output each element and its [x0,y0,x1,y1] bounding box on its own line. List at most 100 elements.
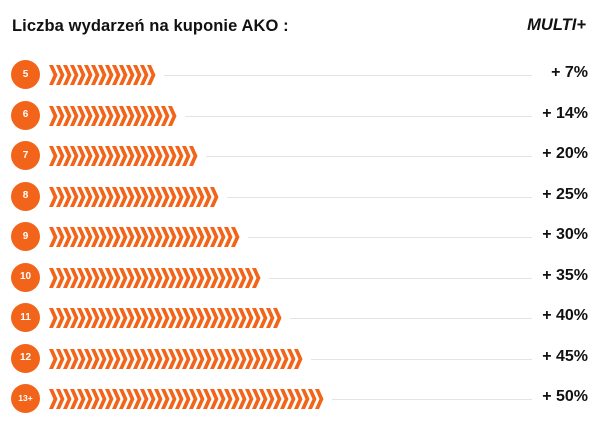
chevron-arrows-icon [49,348,303,369]
chevron-arrow [133,105,142,126]
chevron-arrow [140,267,149,288]
chevron-arrow [91,227,100,247]
chevron-arrow [140,227,149,247]
chevron-arrow [126,227,135,247]
chevron-arrow [70,267,79,288]
chevron-arrow [84,186,93,207]
chevron-arrow [84,146,93,166]
bonus-percent: + 35% [542,266,588,284]
chevron-arrow [266,389,275,409]
chevron-arrow [56,348,65,369]
chevron-arrow [140,308,149,328]
chevron-arrow [140,65,149,85]
chevron-arrow [98,146,107,166]
chevron-arrow [301,389,310,409]
chevron-arrow [63,186,72,207]
divider-line [226,196,532,198]
divider-line [205,156,532,157]
divider-line [310,358,532,360]
chevron-arrow [203,348,212,369]
divider-line [268,277,532,279]
chevron-arrow [119,186,128,207]
chevron-arrow [49,65,58,85]
chevron-arrow [140,146,149,166]
chevron-progress-bar [49,348,303,369]
chevron-arrows-icon [49,186,219,207]
chevron-progress-bar [49,186,219,207]
chevron-arrow [98,267,107,288]
chevron-arrow [56,105,65,126]
chevron-arrow [77,308,86,328]
chevron-arrow [252,348,261,369]
chevron-arrow [133,308,142,328]
chevron-arrow [112,308,121,328]
chevron-arrows-icon [49,308,282,328]
chevron-arrow [189,227,198,247]
chevron-arrow [119,105,128,126]
divider-line [331,399,532,400]
chevron-arrow [77,389,86,409]
chevron-arrows-icon [49,227,240,247]
bonus-percent: + 50% [542,388,588,405]
page-title: Liczba wydarzeń na kuponie AKO : [12,17,289,35]
chevron-arrow [126,65,135,85]
bonus-row: 9 + 30% [0,217,600,257]
chevron-arrow [84,308,93,328]
chevron-arrow [140,186,149,207]
chevron-arrow [112,186,121,207]
chevron-arrow [154,227,163,247]
chevron-arrow [91,65,100,85]
chevron-arrows-icon [49,105,177,126]
chevron-arrow [147,267,156,288]
chevron-arrow [210,348,219,369]
chevron-arrow [70,227,79,247]
chevron-arrow [126,267,135,288]
chevron-arrow [273,348,282,369]
event-count-badge: 12 [11,343,40,373]
chevron-arrow [63,308,72,328]
chevron-arrow [77,267,86,288]
chevron-arrow [56,186,65,207]
chevron-arrow [105,267,114,288]
chevron-arrow [84,105,93,126]
chevron-arrow [168,105,177,126]
event-count-badge: 9 [11,222,40,251]
chevron-arrow [133,348,142,369]
chevron-arrow [98,308,107,328]
chevron-progress-bar [49,146,198,166]
chevron-arrow [210,267,219,288]
chevron-arrow [140,389,149,409]
event-count-badge: 10 [11,262,40,292]
event-count-badge: 8 [11,181,40,211]
chevron-arrow [294,348,303,369]
chevron-arrow [133,389,142,409]
chevron-arrow [161,146,170,166]
chevron-arrow [231,389,240,409]
chevron-arrow [91,348,100,369]
chevron-arrow [91,146,100,166]
chevron-arrow [189,348,198,369]
chevron-arrow [63,227,72,247]
chevron-arrow [98,65,107,85]
chevron-arrow [126,389,135,409]
chevron-arrow [112,227,121,247]
chevron-arrow [175,267,184,288]
chevron-arrow [154,105,163,126]
chevron-arrow [70,146,79,166]
bonus-percent: + 30% [542,226,588,243]
chevron-arrow [63,348,72,369]
event-count-badge: 11 [11,303,40,332]
chevron-arrow [140,105,149,126]
chevron-arrow [238,348,247,369]
chevron-arrow [154,186,163,207]
chevron-arrow [217,308,226,328]
chevron-arrow [182,348,191,369]
chevron-arrow [210,308,219,328]
chevron-arrow [49,267,58,288]
chevron-arrow [49,308,58,328]
chevron-arrow [168,146,177,166]
divider-line [163,75,532,76]
chevron-progress-bar [49,389,324,409]
chevron-arrow [91,105,100,126]
chevron-arrow [98,227,107,247]
